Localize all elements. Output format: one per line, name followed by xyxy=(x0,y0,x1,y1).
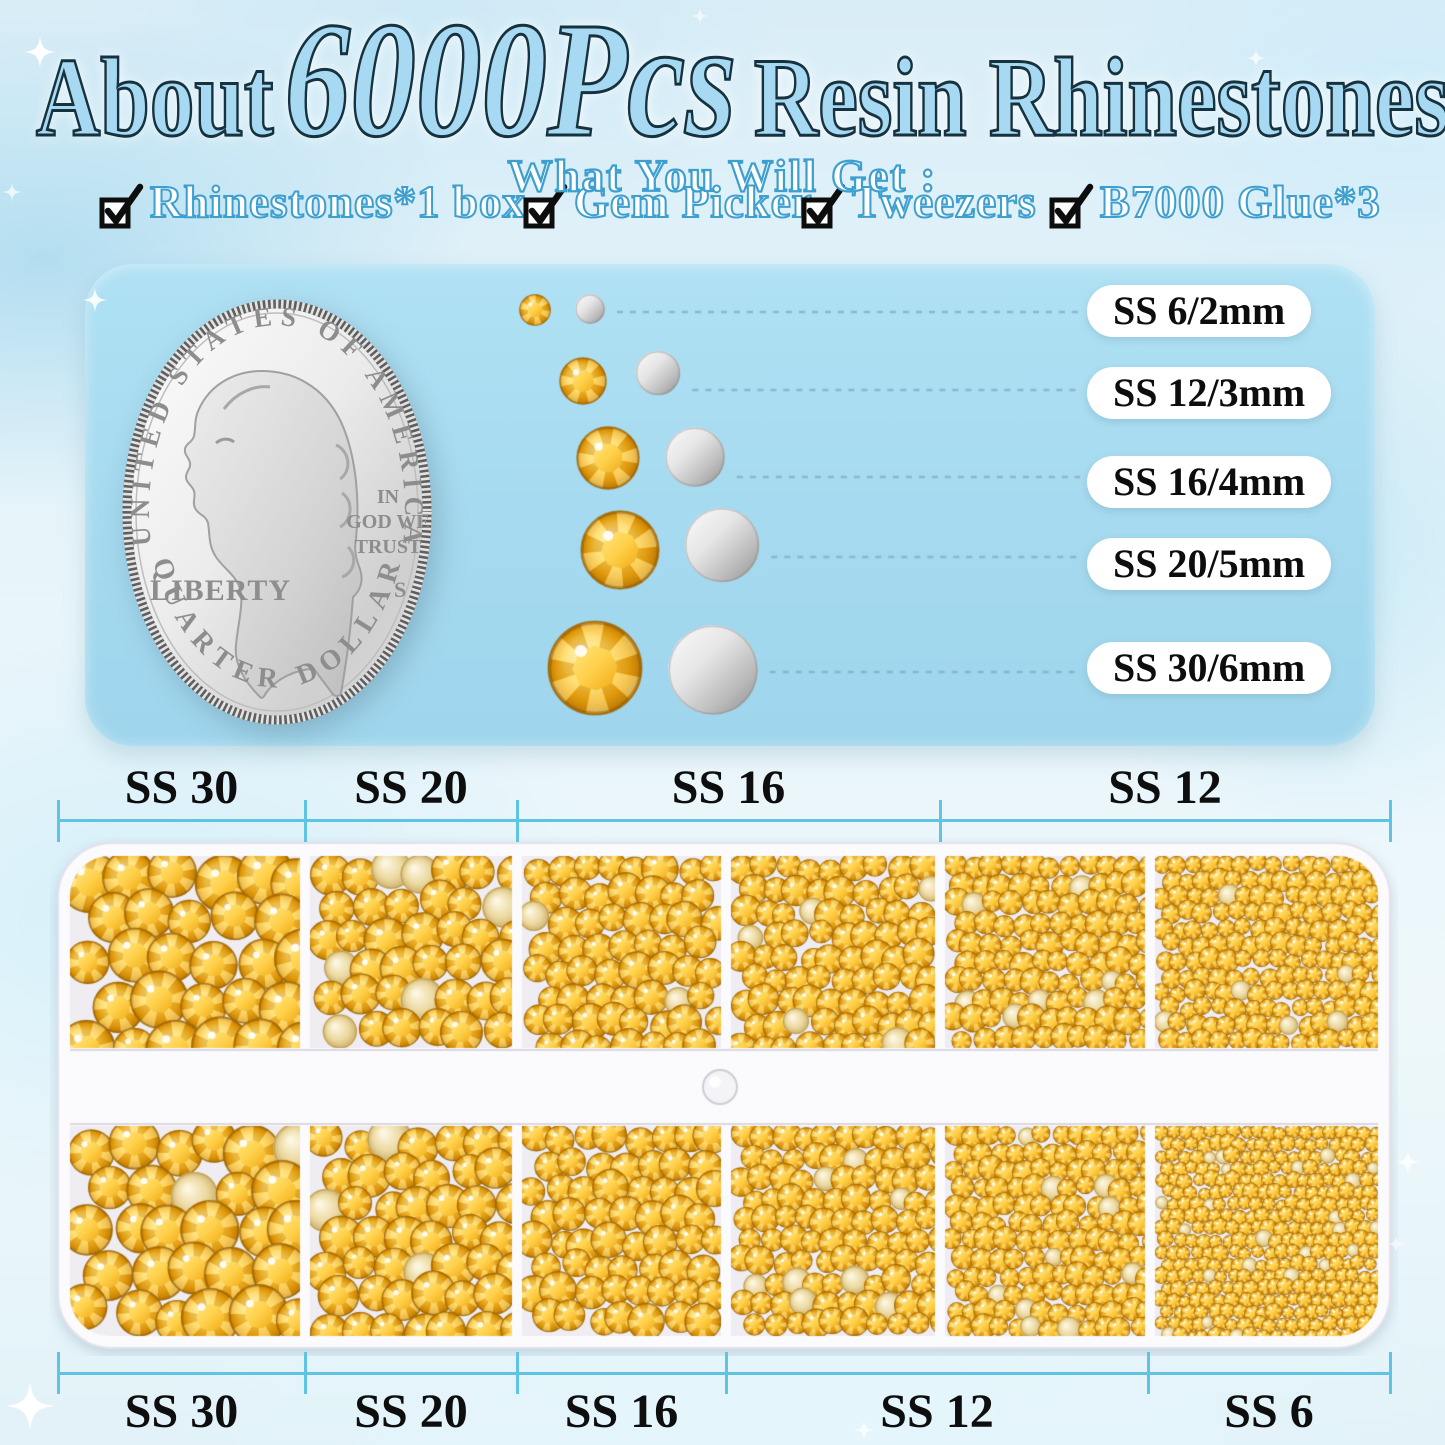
bottom-size-ruler-tick xyxy=(57,1352,60,1394)
subtitle: What You Will Get : xyxy=(507,150,938,202)
top-size-ruler-tick xyxy=(939,800,942,842)
checkbox-icon xyxy=(801,183,846,229)
top-size-ruler-tick xyxy=(1389,800,1392,842)
size-label: SS 12/3mm xyxy=(1113,370,1306,415)
title-suffix: Resin Rhinestones xyxy=(753,35,1445,162)
checkbox-icon xyxy=(523,183,568,229)
brow-detail xyxy=(215,437,235,445)
coin-motto-line: IN xyxy=(377,486,400,508)
coin-reeded-edge xyxy=(122,299,432,725)
checklist-item: Gem Picker xyxy=(522,176,813,230)
coin-motto-line: TRUST xyxy=(355,536,422,558)
sparkle-icon xyxy=(82,287,108,313)
size-label-pill: SS 30/6mm xyxy=(1087,642,1332,694)
checklist-label: Gem Picker xyxy=(573,176,813,228)
coin-motto-line: GOD WE xyxy=(346,511,430,533)
top-size-ruler-tick xyxy=(516,800,519,842)
bottom-size-ruler-tick xyxy=(304,1352,307,1394)
bottom-size-ruler-line xyxy=(58,1372,1390,1375)
coin-liberty: LIBERTY xyxy=(150,574,291,607)
bottom-size-ruler-label: SS 6 xyxy=(1224,1385,1314,1438)
top-size-ruler-tick xyxy=(304,800,307,842)
top-size-ruler-tick xyxy=(57,800,60,842)
quarter-coin: UNITED STATES OF AMERICA QUARTER DOLLAR … xyxy=(122,299,432,725)
rhinestone-box-canvas xyxy=(50,836,1398,1356)
top-size-ruler-line xyxy=(58,819,1390,822)
title-prefix: About xyxy=(35,35,275,162)
coin-mint-mark: S xyxy=(394,577,406,602)
washington-bust xyxy=(183,369,363,699)
sparkle-icon xyxy=(1387,1235,1405,1253)
bottom-size-ruler-tick xyxy=(516,1352,519,1394)
bottom-size-ruler-tick xyxy=(1389,1352,1392,1394)
checkbox-icon xyxy=(99,183,144,229)
top-size-ruler-label: SS 16 xyxy=(671,761,786,814)
size-label-pill: SS 20/5mm xyxy=(1087,538,1332,590)
size-label: SS 20/5mm xyxy=(1113,541,1306,586)
bottom-size-ruler-tick xyxy=(725,1352,728,1394)
sparkle-icon xyxy=(1395,1149,1421,1175)
wig-curl xyxy=(335,443,350,481)
bottom-size-ruler-label: SS 16 xyxy=(564,1385,679,1438)
size-label: SS 30/6mm xyxy=(1113,645,1306,690)
checklist-item: Rhinestones*1 box xyxy=(98,176,526,230)
bottom-size-ruler-label: SS 30 xyxy=(124,1385,239,1438)
wig-queue xyxy=(341,545,356,579)
wig-curl xyxy=(339,491,352,529)
sparkle-icon xyxy=(853,1419,875,1441)
size-label: SS 16/4mm xyxy=(1113,459,1306,504)
bottom-size-ruler-tick xyxy=(1147,1352,1150,1394)
checklist-item: Tweezers xyxy=(800,176,1037,230)
size-label-pill: SS 6/2mm xyxy=(1087,285,1312,337)
coin-inner-rim xyxy=(135,312,419,712)
top-size-ruler-label: SS 12 xyxy=(1108,761,1222,814)
page-title: About6000Pcs Resin Rhinestones xyxy=(35,0,1445,175)
top-size-ruler-label: SS 20 xyxy=(354,761,468,814)
bottom-size-ruler-label: SS 20 xyxy=(354,1385,468,1438)
title-count: 6000Pcs xyxy=(283,0,737,173)
bottom-size-ruler-label: SS 12 xyxy=(880,1385,994,1438)
size-label-pill: SS 12/3mm xyxy=(1087,367,1332,419)
size-label: SS 6/2mm xyxy=(1113,288,1286,333)
top-size-ruler-label: SS 30 xyxy=(124,761,239,814)
checklist-label: B7000 Glue*3 xyxy=(1099,176,1381,228)
sparkle-icon xyxy=(4,1380,56,1432)
checkbox-icon xyxy=(1049,183,1094,229)
checklist-label: Rhinestones*1 box xyxy=(149,176,526,228)
hair-detail xyxy=(222,385,271,410)
checklist-item: B7000 Glue*3 xyxy=(1048,176,1381,230)
size-label-pill: SS 16/4mm xyxy=(1087,456,1332,508)
checklist-label: Tweezers xyxy=(851,176,1037,228)
